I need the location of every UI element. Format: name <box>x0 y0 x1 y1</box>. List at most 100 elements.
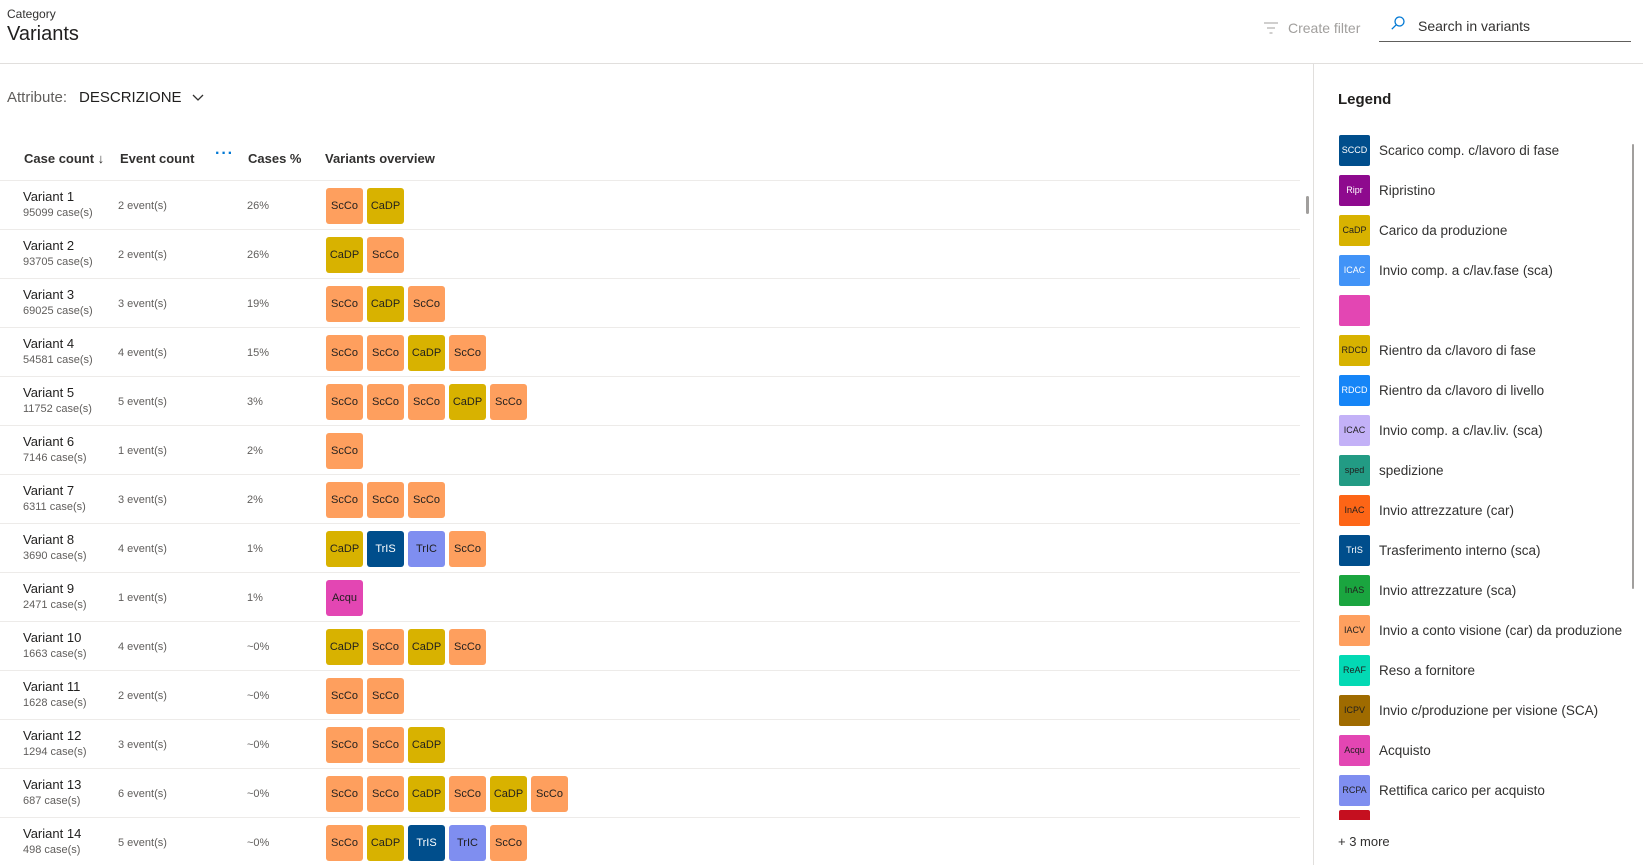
activity-chip[interactable]: ScCo <box>408 286 445 322</box>
activity-chip[interactable]: ScCo <box>326 433 363 469</box>
variant-overview-chips: CaDP TrIS TrIC ScCo <box>326 531 486 567</box>
variant-event-count: 4 event(s) <box>118 543 167 555</box>
activity-chip[interactable]: CaDP <box>326 531 363 567</box>
activity-chip[interactable]: ScCo <box>531 776 568 812</box>
legend-item: ReAF Reso a fornitore <box>1339 650 1639 690</box>
activity-chip[interactable]: TrIC <box>449 825 486 861</box>
activity-chip[interactable]: ScCo <box>367 237 404 273</box>
activity-chip[interactable]: TrIS <box>408 825 445 861</box>
activity-chip[interactable]: ScCo <box>367 384 404 420</box>
variant-row[interactable]: Variant 11 1628 case(s) 2 event(s) ~0% ScCo S… <box>0 671 1300 720</box>
more-options-icon[interactable]: ··· <box>215 145 234 162</box>
legend-swatch: ICAC <box>1339 414 1370 446</box>
variant-row[interactable]: Variant 3 69025 case(s) 3 event(s) 19% ScCo C… <box>0 279 1300 328</box>
column-event-count[interactable]: Event count <box>120 151 195 166</box>
activity-chip[interactable]: ScCo <box>449 335 486 371</box>
activity-chip[interactable]: TrIC <box>408 531 445 567</box>
activity-chip[interactable]: CaDP <box>326 629 363 665</box>
legend-scrollbar[interactable] <box>1632 144 1634 589</box>
legend-item: RDCD Rientro da c/lavoro di fase <box>1339 330 1639 370</box>
activity-chip[interactable]: ScCo <box>408 482 445 518</box>
variant-cases-pct: 1% <box>247 543 263 555</box>
search-icon <box>1379 16 1405 35</box>
activity-chip[interactable]: ScCo <box>326 825 363 861</box>
activity-chip[interactable]: CaDP <box>408 629 445 665</box>
legend-swatch: ICAC <box>1339 254 1370 286</box>
variant-row[interactable]: Variant 4 54581 case(s) 4 event(s) 15% ScCo S… <box>0 328 1300 377</box>
activity-chip[interactable]: CaDP <box>367 825 404 861</box>
legend-item: IACV Invio a conto visione (car) da produ… <box>1339 610 1639 650</box>
activity-chip[interactable]: ScCo <box>367 727 404 763</box>
variant-row[interactable]: Variant 8 3690 case(s) 4 event(s) 1% CaDP TrI… <box>0 524 1300 573</box>
variant-case-count: 6311 case(s) <box>23 501 86 513</box>
legend-item: RDCD Rientro da c/lavoro di livello <box>1339 370 1639 410</box>
variant-overview-chips: ScCo CaDP TrIS TrIC ScCo <box>326 825 527 861</box>
variant-row[interactable]: Variant 1 95099 case(s) 2 event(s) 26% ScCo C… <box>0 181 1300 230</box>
activity-chip[interactable]: Acqu <box>326 580 363 616</box>
activity-chip[interactable]: CaDP <box>449 384 486 420</box>
activity-chip[interactable]: ScCo <box>367 482 404 518</box>
activity-chip[interactable]: ScCo <box>367 629 404 665</box>
variant-event-count: 3 event(s) <box>118 739 167 751</box>
legend-swatch: ReAF <box>1339 654 1370 686</box>
create-filter-button[interactable]: Create filter <box>1264 18 1360 38</box>
legend-item: TrIS Trasferimento interno (sca) <box>1339 530 1639 570</box>
activity-chip[interactable]: ScCo <box>490 825 527 861</box>
variant-row[interactable]: Variant 10 1663 case(s) 4 event(s) ~0% CaDP S… <box>0 622 1300 671</box>
variant-row[interactable]: Variant 14 498 case(s) 5 event(s) ~0% ScCo Ca… <box>0 818 1300 865</box>
variant-case-count: 54581 case(s) <box>23 354 93 366</box>
activity-chip[interactable]: CaDP <box>490 776 527 812</box>
activity-chip[interactable]: ScCo <box>367 678 404 714</box>
activity-chip[interactable]: ScCo <box>449 629 486 665</box>
variant-case-count: 1663 case(s) <box>23 648 87 660</box>
variant-row[interactable]: Variant 12 1294 case(s) 3 event(s) ~0% ScCo S… <box>0 720 1300 769</box>
legend-label: Rientro da c/lavoro di livello <box>1379 382 1545 398</box>
activity-chip[interactable]: CaDP <box>326 237 363 273</box>
activity-chip[interactable]: ScCo <box>326 482 363 518</box>
activity-chip[interactable]: ScCo <box>490 384 527 420</box>
search-box[interactable] <box>1379 10 1631 42</box>
activity-chip[interactable]: ScCo <box>326 727 363 763</box>
variant-row[interactable]: Variant 13 687 case(s) 6 event(s) ~0% ScCo Sc… <box>0 769 1300 818</box>
variant-event-count: 3 event(s) <box>118 494 167 506</box>
variant-row[interactable]: Variant 7 6311 case(s) 3 event(s) 2% ScCo ScC… <box>0 475 1300 524</box>
column-case-count[interactable]: Case count ↓ <box>24 151 105 166</box>
activity-chip[interactable]: ScCo <box>326 335 363 371</box>
legend-label: Invio attrezzature (car) <box>1379 502 1515 518</box>
activity-chip[interactable]: ScCo <box>326 188 363 224</box>
activity-chip[interactable]: CaDP <box>367 286 404 322</box>
legend-label: Carico da produzione <box>1379 222 1508 238</box>
activity-chip[interactable]: ScCo <box>326 286 363 322</box>
legend-swatch: RDCD <box>1339 374 1370 406</box>
activity-chip[interactable]: CaDP <box>408 776 445 812</box>
attribute-selector: Attribute: DESCRIZIONE <box>7 89 204 106</box>
activity-chip[interactable]: ScCo <box>326 678 363 714</box>
variant-row[interactable]: Variant 2 93705 case(s) 2 event(s) 26% CaDP S… <box>0 230 1300 279</box>
activity-chip[interactable]: ScCo <box>449 531 486 567</box>
variant-row[interactable]: Variant 5 11752 case(s) 5 event(s) 3% ScCo Sc… <box>0 377 1300 426</box>
variant-cases-pct: ~0% <box>247 837 270 849</box>
legend-label: spedizione <box>1379 462 1444 478</box>
attribute-dropdown[interactable]: DESCRIZIONE <box>79 89 204 106</box>
activity-chip[interactable]: ScCo <box>326 776 363 812</box>
activity-chip[interactable]: ScCo <box>408 384 445 420</box>
variant-name: Variant 11 <box>23 679 81 694</box>
activity-chip[interactable]: CaDP <box>408 335 445 371</box>
filter-icon <box>1264 22 1278 34</box>
activity-chip[interactable]: ScCo <box>367 776 404 812</box>
variant-overview-chips: CaDP ScCo CaDP ScCo <box>326 629 486 665</box>
legend-more-link[interactable]: + 3 more <box>1338 834 1390 849</box>
table-scrollbar[interactable] <box>1306 196 1309 214</box>
variant-row[interactable]: Variant 9 2471 case(s) 1 event(s) 1% Acqu <box>0 573 1300 622</box>
variant-overview-chips: ScCo CaDP <box>326 188 404 224</box>
activity-chip[interactable]: CaDP <box>367 188 404 224</box>
variant-row[interactable]: Variant 6 7146 case(s) 1 event(s) 2% ScCo <box>0 426 1300 475</box>
legend-item: Acqu Acquisto <box>1339 730 1639 770</box>
activity-chip[interactable]: ScCo <box>326 384 363 420</box>
search-input[interactable] <box>1418 17 1618 34</box>
activity-chip[interactable]: ScCo <box>449 776 486 812</box>
activity-chip[interactable]: CaDP <box>408 727 445 763</box>
activity-chip[interactable]: TrIS <box>367 531 404 567</box>
column-cases-pct[interactable]: Cases % <box>248 151 302 166</box>
activity-chip[interactable]: ScCo <box>367 335 404 371</box>
